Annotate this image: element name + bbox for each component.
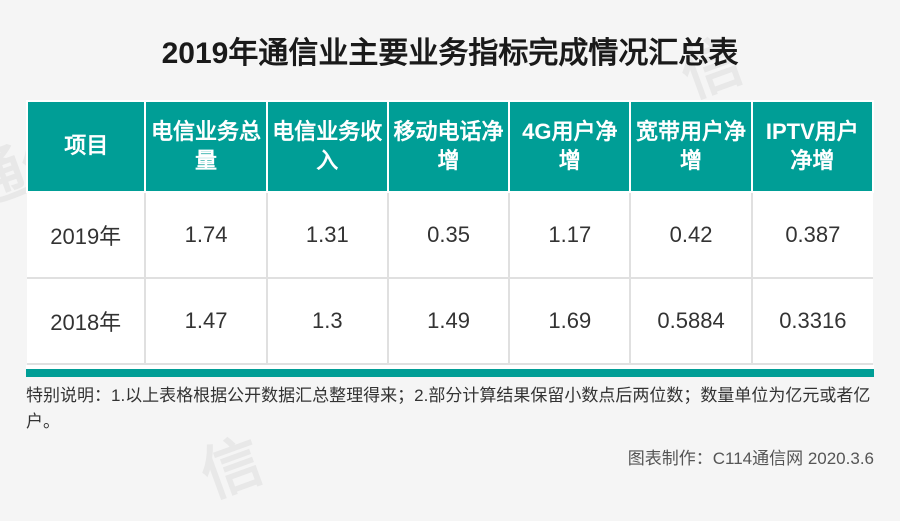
cell: 1.31	[267, 192, 388, 278]
cell: 1.3	[267, 278, 388, 364]
table-header-row: 项目 电信业务总量 电信业务收入 移动电话净增 4G用户净增 宽带用户净增 IP…	[27, 101, 873, 192]
col-header: 电信业务收入	[267, 101, 388, 192]
col-header: IPTV用户净增	[752, 101, 873, 192]
cell: 0.42	[630, 192, 751, 278]
col-header: 移动电话净增	[388, 101, 509, 192]
cell: 0.35	[388, 192, 509, 278]
page-title: 2019年通信业主要业务指标完成情况汇总表	[26, 28, 874, 72]
col-header: 项目	[27, 101, 145, 192]
cell: 1.17	[509, 192, 630, 278]
data-table: 项目 电信业务总量 电信业务收入 移动电话净增 4G用户净增 宽带用户净增 IP…	[26, 100, 874, 365]
table-row: 2018年 1.47 1.3 1.49 1.69 0.5884 0.3316	[27, 278, 873, 364]
note-text: 特别说明：1.以上表格根据公开数据汇总整理得来；2.部分计算结果保留小数点后两位…	[26, 383, 874, 434]
main-container: 2019年通信业主要业务指标完成情况汇总表 项目 电信业务总量 电信业务收入 移…	[0, 0, 900, 521]
cell: 1.47	[145, 278, 266, 364]
table-row: 2019年 1.74 1.31 0.35 1.17 0.42 0.387	[27, 192, 873, 278]
cell: 1.74	[145, 192, 266, 278]
col-header: 4G用户净增	[509, 101, 630, 192]
cell: 0.3316	[752, 278, 873, 364]
col-header: 电信业务总量	[145, 101, 266, 192]
cell: 1.49	[388, 278, 509, 364]
col-header: 宽带用户净增	[630, 101, 751, 192]
row-label: 2018年	[27, 278, 145, 364]
cell: 0.5884	[630, 278, 751, 364]
cell: 0.387	[752, 192, 873, 278]
cell: 1.69	[509, 278, 630, 364]
credit-text: 图表制作：C114通信网 2020.3.6	[26, 444, 874, 469]
table-footer-bar	[26, 365, 874, 377]
row-label: 2019年	[27, 192, 145, 278]
